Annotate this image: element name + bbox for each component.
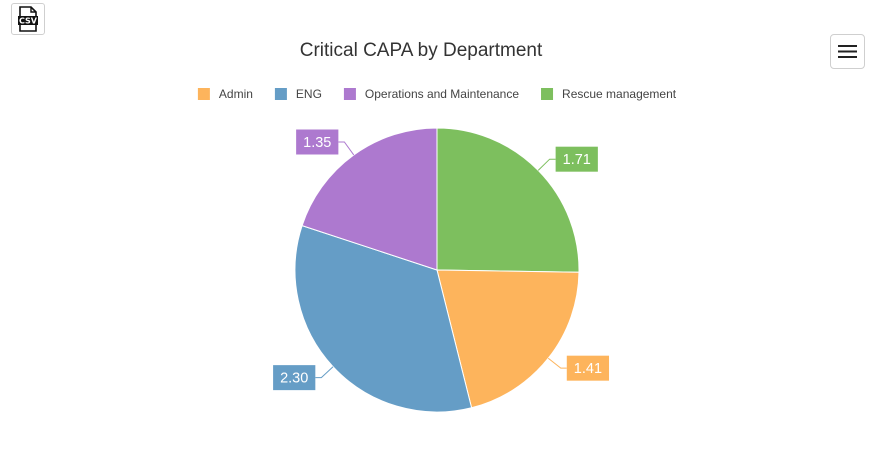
pie-slice-rescue-management[interactable] [436, 127, 580, 273]
legend-swatch [197, 88, 210, 100]
data-label-value: 1.41 [574, 361, 602, 377]
data-label-connector [315, 366, 334, 379]
legend-label: Operations and Maintenance [365, 87, 519, 101]
pie-data-labels: 1.71 1.41 2.30 1.35 [273, 129, 610, 391]
legend-label: Admin [219, 87, 253, 101]
csv-icon-label: CSV [19, 17, 38, 26]
legend-swatch [274, 88, 287, 100]
chart-legend: Admin ENG Operations and Maintenance Rescue… [197, 87, 677, 101]
data-label-eng: 2.30 [273, 365, 316, 391]
data-label-box [555, 146, 598, 172]
hamburger-menu-icon [838, 45, 857, 58]
data-label-value: 1.35 [303, 135, 331, 151]
data-label-box [273, 365, 316, 391]
data-label-value: 1.71 [563, 152, 591, 168]
data-label-connector [338, 141, 355, 156]
legend-label: Rescue management [562, 87, 677, 101]
pie-slice-admin[interactable] [436, 269, 580, 409]
legend-item-admin[interactable]: Admin [197, 87, 253, 101]
legend-item-eng[interactable]: ENG [274, 87, 322, 101]
chart-menu-button[interactable] [830, 34, 865, 69]
data-label-connector [537, 158, 556, 171]
pie-slice-eng[interactable] [294, 225, 473, 413]
legend-item-operations-and-maintenance[interactable]: Operations and Maintenance [343, 87, 519, 101]
csv-file-icon: CSV [18, 6, 38, 32]
data-label-operations-and-maintenance: 1.35 [296, 129, 339, 155]
legend-swatch [541, 88, 554, 100]
data-label-connector [547, 357, 567, 369]
data-label-box [296, 129, 339, 155]
pie-slice-operations-and-maintenance[interactable] [301, 127, 438, 271]
legend-label: ENG [296, 87, 322, 101]
chart-title: Critical CAPA by Department [300, 40, 543, 61]
data-label-value: 2.30 [280, 371, 308, 387]
data-label-box [566, 355, 610, 381]
legend-item-rescue-management[interactable]: Rescue management [541, 87, 677, 101]
data-label-admin: 1.41 [566, 355, 610, 381]
pie-slices [294, 127, 580, 413]
csv-export-button[interactable]: CSV [11, 3, 45, 35]
legend-swatch [343, 88, 356, 100]
data-label-rescue-management: 1.71 [555, 146, 598, 172]
